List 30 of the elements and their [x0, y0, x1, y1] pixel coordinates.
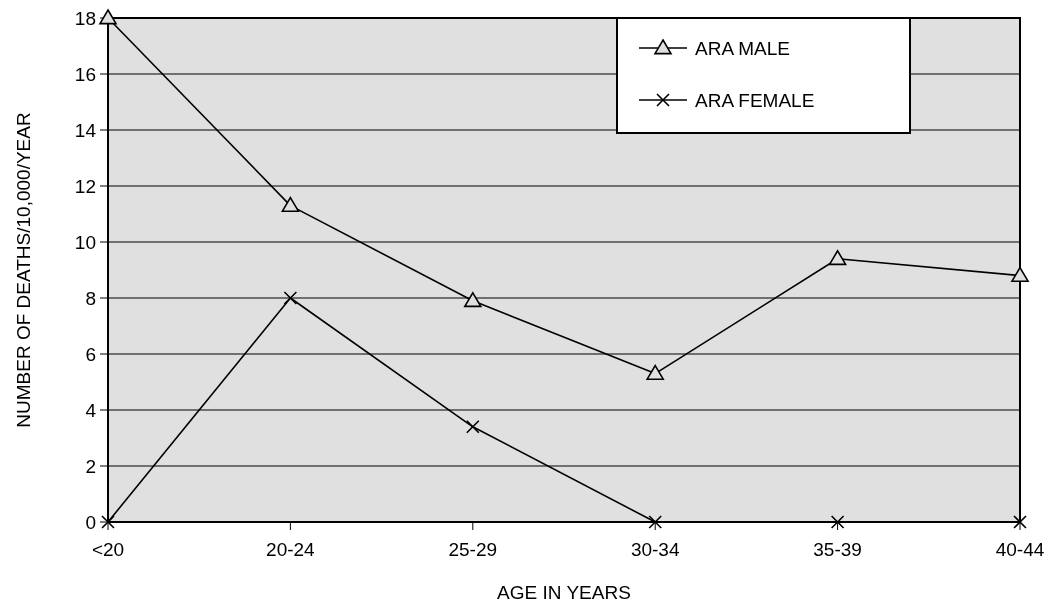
y-tick-label: 2 [85, 455, 96, 477]
x-tick-label: 25-29 [448, 539, 498, 560]
x-tick-label: <20 [91, 539, 125, 560]
point [464, 292, 482, 308]
y-tick-label: 6 [85, 343, 96, 365]
point [99, 9, 117, 25]
y-axis-title: NUMBER OF DEATHS/10,000/YEAR [13, 112, 34, 428]
x-axis-title: AGE IN YEARS [497, 582, 631, 603]
x-tick-label: 40-44 [995, 539, 1045, 560]
y-tick-label: 10 [74, 231, 96, 253]
point [466, 420, 480, 434]
y-tick-label: 14 [74, 119, 97, 141]
point [648, 515, 662, 529]
legend-label: ARA MALE [695, 37, 791, 59]
legend-label: ARA FEMALE [695, 89, 815, 111]
y-tick-label: 12 [74, 175, 96, 197]
y-tick-label: 4 [85, 399, 97, 421]
y-tick-label: 18 [74, 7, 96, 29]
y-tick-label: 8 [85, 287, 96, 309]
point [283, 291, 298, 305]
point [828, 250, 847, 266]
x-tick-label: 20-24 [266, 539, 316, 560]
y-tick-label: 16 [74, 63, 96, 85]
point [830, 515, 845, 529]
x-tick-label: 30-34 [630, 539, 680, 560]
point [646, 364, 664, 380]
point [281, 196, 300, 212]
y-tick-label: 0 [85, 511, 96, 533]
x-tick-label: 35-39 [813, 539, 862, 560]
point [1011, 266, 1029, 282]
